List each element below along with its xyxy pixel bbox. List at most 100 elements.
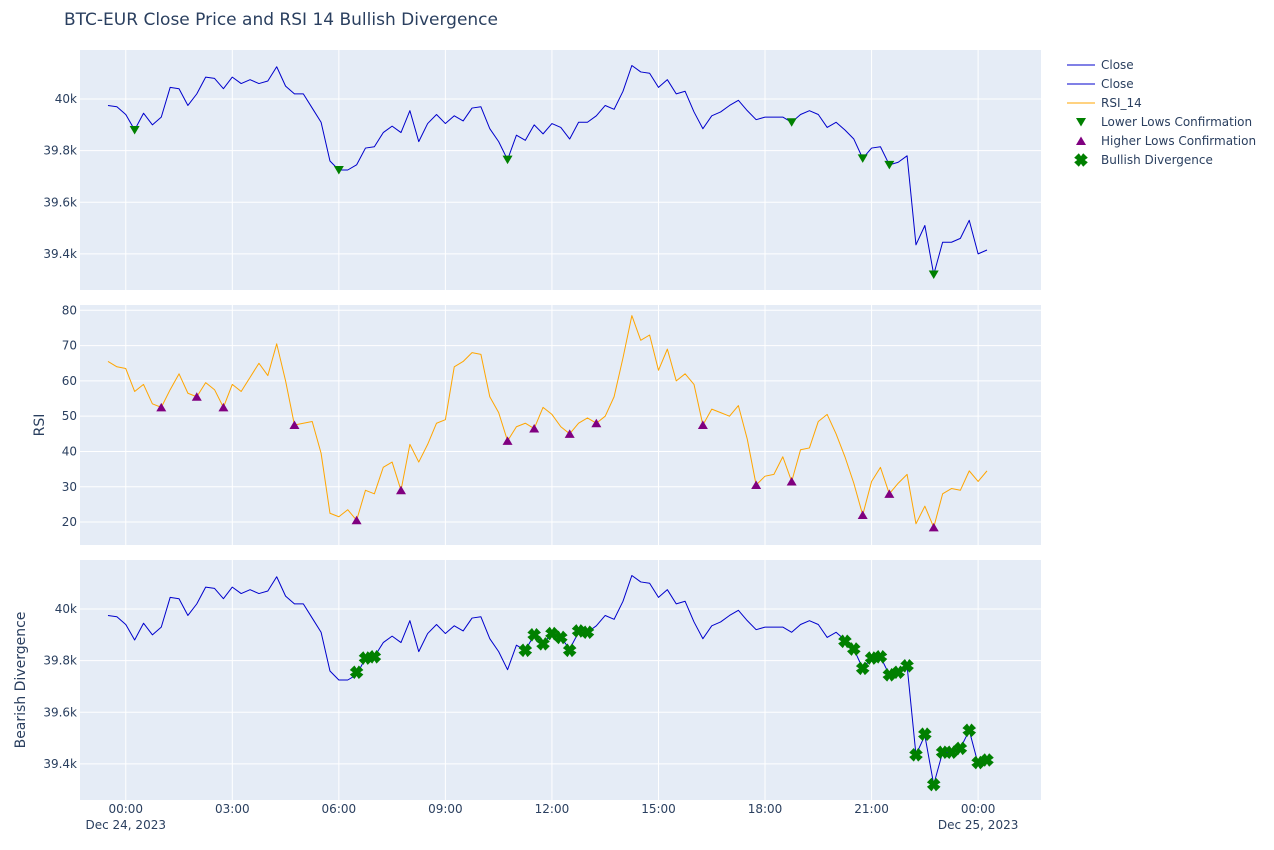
legend-triangle-up-icon xyxy=(1076,136,1086,145)
lower-low-marker xyxy=(786,118,797,127)
bullish-divergence-marker xyxy=(518,643,533,658)
lower-low-marker xyxy=(502,155,513,165)
higher-low-marker xyxy=(697,420,708,429)
bullish-divergence-marker xyxy=(838,634,852,649)
higher-low-marker xyxy=(191,392,202,401)
plot-background xyxy=(80,560,1041,800)
bullish-divergence-marker xyxy=(562,643,577,658)
lower-low-marker xyxy=(928,270,939,280)
higher-low-marker xyxy=(751,480,762,489)
series-line-close-divergence xyxy=(107,574,988,786)
bullish-divergence-marker xyxy=(367,649,382,664)
bullish-divergence-marker xyxy=(536,637,550,651)
y-tick-label: 40 xyxy=(62,444,77,458)
higher-low-marker xyxy=(591,418,602,428)
lower-low-marker xyxy=(129,126,140,135)
legend-triangle-down-icon xyxy=(1076,118,1086,127)
higher-low-marker xyxy=(396,485,406,495)
legend-label: RSI_14 xyxy=(1101,96,1142,110)
bullish-divergence-marker xyxy=(909,748,923,762)
x-tick-label: 09:00 xyxy=(428,802,463,816)
bullish-divergence-marker xyxy=(980,753,994,767)
higher-low-marker xyxy=(502,436,513,445)
y-tick-label: 40k xyxy=(55,602,77,616)
series-line-rsi-14-rsi xyxy=(107,315,988,528)
chart-title: BTC-EUR Close Price and RSI 14 Bullish D… xyxy=(64,10,498,30)
y-tick-label: 39.6k xyxy=(43,705,77,719)
bullish-divergence-marker xyxy=(944,745,959,760)
y-axis-label: RSI xyxy=(32,414,48,437)
higher-low-marker xyxy=(218,402,229,412)
legend-label: Close xyxy=(1101,77,1134,91)
x-axis: 00:00 Dec 24, 2023 03:00 06:00 09:00 12:00 15:… xyxy=(86,802,1019,832)
chart-panels: 39.4k 39.6k 39.8k 40k 20 30 40 50 60 70 80 RSI 39.4k… xyxy=(13,50,1041,800)
x-tick-label: 21:00 xyxy=(854,802,889,816)
x-tick-date-label: Dec 24, 2023 xyxy=(86,818,166,832)
plot-background xyxy=(80,50,1041,290)
x-tick-date-label: Dec 25, 2023 xyxy=(938,818,1018,832)
higher-low-marker xyxy=(564,429,575,438)
bullish-divergence-marker xyxy=(873,649,888,664)
legend-label: Close xyxy=(1101,58,1134,72)
bullish-divergence-marker xyxy=(882,668,897,682)
x-tick-label: 18:00 xyxy=(748,802,783,816)
legend-label: Lower Lows Confirmation xyxy=(1101,115,1252,129)
x-tick-label: 00:00 xyxy=(961,802,996,816)
y-tick-label: 40k xyxy=(55,92,77,106)
legend-x-icon xyxy=(1074,153,1088,167)
higher-low-marker xyxy=(529,424,540,433)
lower-low-marker xyxy=(857,154,868,163)
x-tick-label: 15:00 xyxy=(641,802,676,816)
legend[interactable]: Close Close RSI_14 Lower Lows Confirmation H… xyxy=(1067,58,1256,167)
panel-rsi: 20 30 40 50 60 70 80 RSI xyxy=(32,303,1041,545)
lower-low-marker xyxy=(884,160,895,170)
x-tick-label: 03:00 xyxy=(215,802,250,816)
lower-low-marker xyxy=(333,166,344,175)
bullish-divergence-marker xyxy=(926,777,941,792)
legend-item[interactable]: Lower Lows Confirmation xyxy=(1076,115,1252,129)
bullish-divergence-marker xyxy=(349,665,364,680)
higher-low-marker xyxy=(351,515,362,525)
y-tick-label: 80 xyxy=(62,303,77,317)
legend-item[interactable]: Bullish Divergence xyxy=(1074,153,1213,167)
higher-low-marker xyxy=(857,510,868,519)
legend-item[interactable]: Close xyxy=(1067,58,1134,72)
y-tick-label: 70 xyxy=(62,339,77,353)
panel-divergence: 39.4k 39.6k 39.8k 40k Bearish Divergence xyxy=(13,560,1041,800)
bullish-divergence-marker xyxy=(953,741,968,756)
legend-label: Bullish Divergence xyxy=(1101,153,1213,167)
higher-low-marker xyxy=(928,522,939,532)
y-tick-label: 30 xyxy=(62,480,77,494)
legend-item[interactable]: Close xyxy=(1067,77,1134,91)
panel-price: 39.4k 39.6k 39.8k 40k xyxy=(43,50,1041,290)
bullish-divergence-marker xyxy=(580,625,595,640)
bullish-divergence-marker xyxy=(527,628,541,642)
higher-low-marker xyxy=(289,420,300,429)
x-tick-label: 06:00 xyxy=(322,802,357,816)
bullish-divergence-marker xyxy=(554,630,568,645)
x-tick-label: 00:00 xyxy=(108,802,143,816)
bullish-divergence-marker xyxy=(962,723,977,738)
y-tick-label: 39.8k xyxy=(43,144,77,158)
higher-low-marker xyxy=(786,476,797,486)
bullish-divergence-marker xyxy=(545,626,559,641)
plot-background xyxy=(80,305,1041,545)
y-tick-label: 50 xyxy=(62,409,77,423)
y-tick-label: 39.4k xyxy=(43,757,77,771)
legend-label: Higher Lows Confirmation xyxy=(1101,134,1256,148)
bullish-divergence-marker xyxy=(971,755,985,770)
y-tick-label: 39.4k xyxy=(43,247,77,261)
higher-low-marker xyxy=(156,402,167,412)
higher-low-marker xyxy=(884,489,895,498)
bullish-divergence-marker xyxy=(900,659,914,673)
y-tick-label: 39.6k xyxy=(43,195,77,209)
y-tick-label: 20 xyxy=(62,515,77,529)
x-tick-label: 12:00 xyxy=(535,802,570,816)
legend-item[interactable]: RSI_14 xyxy=(1067,96,1142,110)
legend-item[interactable]: Higher Lows Confirmation xyxy=(1076,134,1256,148)
series-line-close-price xyxy=(107,64,988,276)
y-axis-label: Bearish Divergence xyxy=(13,612,29,749)
bullish-divergence-marker xyxy=(847,642,861,656)
bullish-divergence-marker xyxy=(918,727,932,741)
